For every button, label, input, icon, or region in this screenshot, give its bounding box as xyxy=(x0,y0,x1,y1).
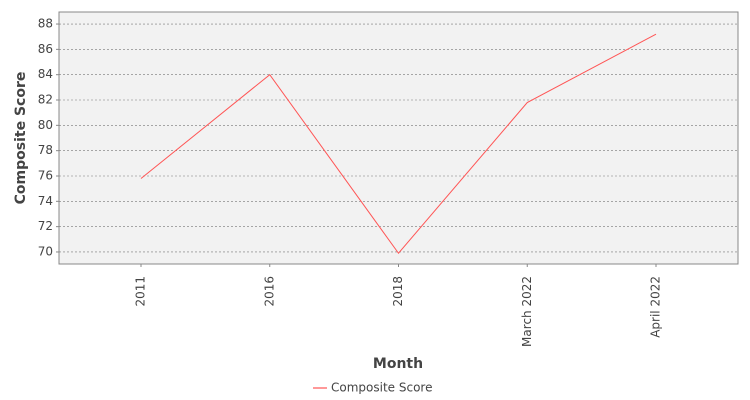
x-tick-label: April 2022 xyxy=(649,276,663,338)
legend-label: Composite Score xyxy=(331,381,432,395)
y-tick-label: 80 xyxy=(38,118,53,132)
x-tick-label: 2011 xyxy=(134,276,148,307)
y-tick-label: 88 xyxy=(38,17,53,31)
x-tick-label: 2016 xyxy=(262,276,276,307)
data-line xyxy=(140,33,657,255)
y-tick-label: 84 xyxy=(38,67,53,81)
x-tick-label: March 2022 xyxy=(520,276,534,347)
y-tick-label: 72 xyxy=(38,219,53,233)
y-tick-label: 86 xyxy=(38,42,53,56)
y-axis-title: Composite Score xyxy=(13,72,29,205)
plot-area xyxy=(58,11,739,265)
y-tick-label: 82 xyxy=(38,93,53,107)
y-tick-label: 78 xyxy=(38,143,53,157)
y-tick-label: 70 xyxy=(38,244,53,258)
x-axis-title: Month xyxy=(373,356,423,372)
y-tick-label: 74 xyxy=(38,194,53,208)
y-tick-label: 76 xyxy=(38,168,53,182)
x-tick-label: 2018 xyxy=(391,276,405,307)
